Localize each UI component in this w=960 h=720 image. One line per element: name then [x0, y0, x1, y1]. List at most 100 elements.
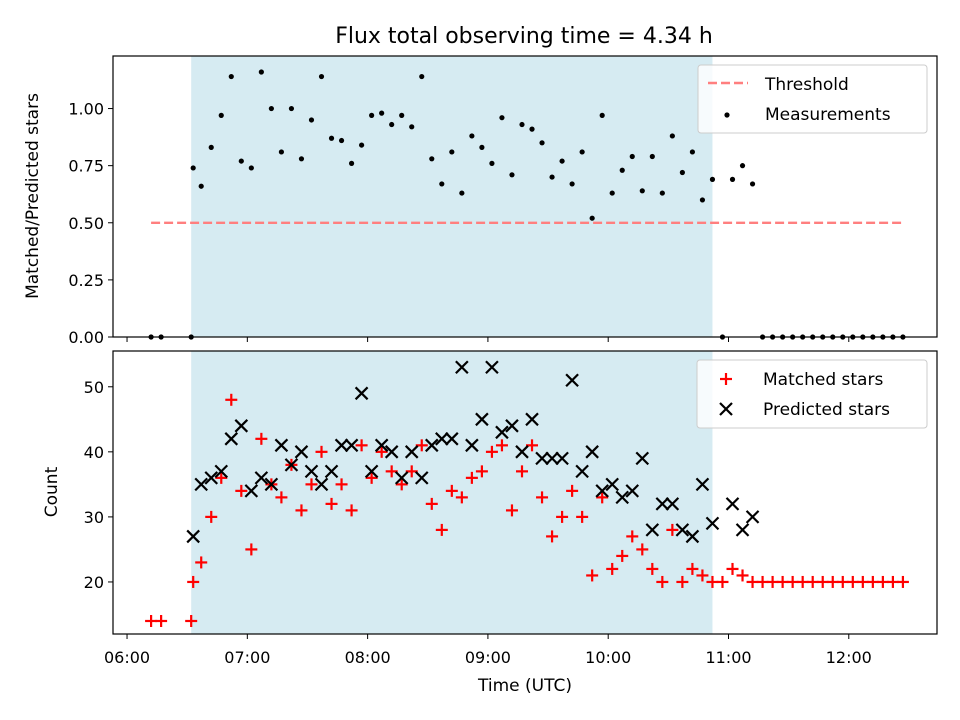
- measurement-point: [529, 126, 535, 132]
- matched-star-point: [195, 556, 208, 569]
- measurement-point: [549, 174, 555, 180]
- predicted-star-point: [545, 451, 559, 466]
- matched-star-point: [596, 491, 609, 504]
- top-y-tick-label: 0.25: [68, 271, 104, 290]
- matched-star-point: [255, 432, 268, 445]
- matched-star-point: [696, 569, 709, 582]
- matched-star-point: [475, 465, 488, 478]
- measurement-point: [699, 197, 706, 203]
- matched-star-point: [776, 575, 789, 588]
- predicted-star-point: [585, 445, 599, 459]
- predicted-star-point: [505, 419, 519, 433]
- measurement-point: [258, 69, 264, 75]
- matched-star-point: [756, 575, 769, 588]
- matched-star-point: [536, 491, 549, 504]
- matched-star-point: [656, 575, 669, 588]
- predicted-star-point: [424, 438, 439, 453]
- measurement-point: [208, 144, 214, 150]
- predicted-star-point: [725, 497, 740, 511]
- measurement-point: [659, 190, 665, 196]
- matched-star-point: [275, 491, 288, 504]
- top-legend: Threshold Measurements: [697, 64, 928, 134]
- matched-star-point: [485, 445, 498, 458]
- predicted-star-point: [324, 464, 339, 479]
- measurement-point: [469, 133, 475, 139]
- predicted-star-point: [645, 523, 660, 537]
- matched-star-point: [405, 465, 418, 478]
- measurement-point: [519, 121, 525, 128]
- bottom-y-tick-label: 20: [84, 573, 104, 592]
- predicted-star-point: [224, 432, 239, 446]
- measurement-point: [288, 105, 295, 112]
- matched-star-point: [666, 523, 679, 536]
- matched-star-point: [305, 478, 318, 491]
- bottom-plot-frame: [112, 350, 938, 635]
- matched-star-point: [576, 510, 589, 523]
- predicted-star-point: [204, 471, 219, 485]
- matched-star-point: [706, 575, 719, 588]
- measurement-point: [729, 176, 736, 182]
- matched-star-point: [395, 478, 408, 491]
- measurement-point: [749, 181, 756, 187]
- predicted-star-point: [605, 477, 619, 492]
- matched-star-point: [145, 614, 158, 627]
- measurement-point: [489, 160, 495, 166]
- predicted-star-point: [294, 445, 309, 459]
- top-y-ticks: 0.00 0.25 0.50 0.75 1.00: [68, 100, 113, 347]
- matched-star-point: [425, 497, 438, 510]
- predicted-star-point: [435, 432, 449, 446]
- matched-star-point: [415, 439, 428, 452]
- x-tick-label: 11:00: [705, 648, 751, 667]
- matched-star-point: [445, 484, 458, 497]
- matched-star-point: [796, 575, 809, 588]
- matched-star-point: [205, 510, 218, 523]
- predicted-star-point: [244, 484, 259, 498]
- matched-stars-legend-label: Matched stars: [763, 370, 883, 390]
- top-y-axis-label: Matched/Predicted stars: [23, 93, 43, 299]
- top-panel: 0.00 0.25 0.50 0.75 1.00 Matched/Predicted s…: [23, 55, 938, 347]
- matched-star-point: [746, 575, 759, 588]
- measurement-point: [679, 169, 685, 176]
- predicted-star-point: [194, 477, 208, 492]
- predicted-star-point: [705, 516, 720, 531]
- matched-stars-legend-icon: [720, 373, 732, 385]
- matched-star-point: [526, 439, 539, 452]
- measurement-point: [409, 124, 415, 130]
- predicted-star-point: [595, 484, 609, 498]
- predicted-star-point: [284, 458, 299, 472]
- matched-star-point: [816, 575, 829, 588]
- predicted-star-point: [264, 477, 279, 492]
- matched-star-point: [866, 575, 879, 588]
- top-shaded-interval: [191, 56, 713, 337]
- matched-star-point: [566, 484, 579, 497]
- predicted-star-point: [374, 438, 389, 453]
- matched-star-point: [556, 510, 569, 523]
- measurement-point: [689, 149, 696, 155]
- predicted-stars-legend-icon: [719, 402, 733, 416]
- predicted-star-point: [475, 412, 489, 427]
- measurement-point: [248, 165, 254, 171]
- matched-star-point: [295, 504, 308, 517]
- matched-star-point: [335, 478, 348, 491]
- matched-star-point: [836, 575, 849, 588]
- matched-star-point: [546, 530, 559, 543]
- matched-star-point: [315, 445, 328, 458]
- measurement-point: [649, 153, 655, 160]
- measurement-point: [190, 165, 196, 171]
- predicted-star-point: [565, 373, 579, 388]
- predicted-star-point: [445, 432, 459, 446]
- matched-star-point: [225, 393, 238, 406]
- matched-star-point: [187, 575, 200, 588]
- matched-star-point: [345, 504, 358, 517]
- predicted-star-point: [495, 425, 509, 440]
- measurement-point: [238, 158, 244, 164]
- predicted-star-point: [745, 510, 760, 524]
- bottom-x-ticks: 06:00 07:00 08:00 09:00 10:00 11:00 12:00: [104, 634, 872, 667]
- predicted-star-point: [334, 438, 349, 453]
- measurement-point: [268, 105, 274, 112]
- matched-star-point: [455, 491, 468, 504]
- predicted-star-point: [535, 451, 549, 466]
- matched-star-point: [495, 439, 508, 452]
- measurement-point: [609, 190, 615, 196]
